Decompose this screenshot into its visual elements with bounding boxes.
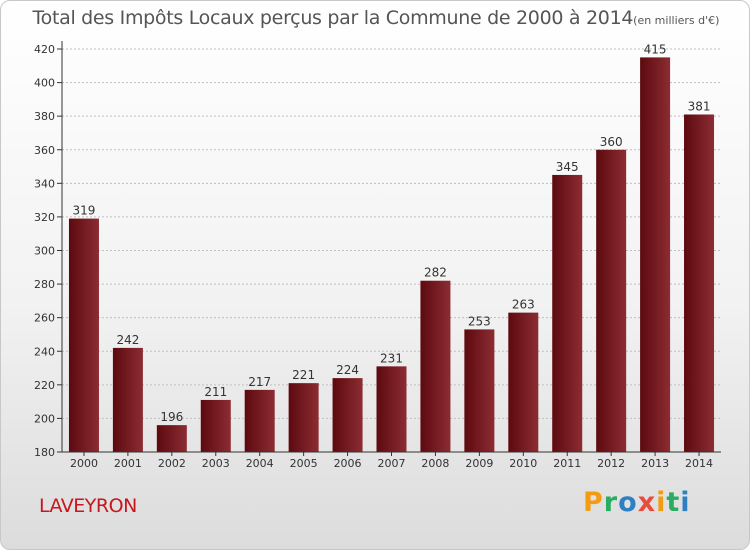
logo-letter: t — [666, 487, 681, 518]
bar — [288, 383, 319, 452]
y-tick-label: 400 — [34, 77, 55, 90]
y-tick-label: 200 — [34, 412, 55, 425]
y-tick-label: 360 — [34, 144, 55, 157]
bar — [640, 57, 671, 452]
chart-title-text: Total des Impôts Locaux perçus par la Co… — [32, 7, 634, 29]
logo-letter: i — [656, 487, 667, 518]
bar — [684, 114, 715, 453]
x-tick-label: 2007 — [378, 457, 406, 470]
proxiti-logo: Proxiti — [583, 487, 691, 518]
logo-letter: o — [618, 487, 638, 518]
bar — [552, 174, 583, 452]
x-tick-label: 2008 — [421, 457, 449, 470]
x-tick-label: 2003 — [202, 457, 230, 470]
bars — [68, 57, 715, 453]
labels: 180 200 220 240 260 280 300 320 340 360 380 400 420 3… — [34, 42, 713, 470]
bar-value-label: 360 — [600, 135, 623, 149]
bar-value-label: 231 — [380, 351, 403, 365]
bar-value-label: 381 — [688, 99, 711, 113]
bar-value-label: 224 — [336, 363, 359, 377]
bar — [68, 218, 99, 452]
x-tick-label: 2004 — [246, 457, 274, 470]
bar-value-label: 221 — [292, 368, 315, 382]
x-tick-label: 2006 — [334, 457, 362, 470]
bar — [376, 366, 407, 452]
bar-value-label: 415 — [644, 42, 667, 56]
bar — [596, 149, 627, 452]
logo-letter: i — [680, 487, 691, 518]
bar — [508, 312, 539, 452]
y-tick-label: 240 — [34, 345, 55, 358]
y-tick-label: 320 — [34, 211, 55, 224]
chart-title: Total des Impôts Locaux perçus par la Co… — [1, 7, 749, 29]
y-tick-label: 280 — [34, 278, 55, 291]
logo-letter: x — [637, 487, 657, 518]
bar-value-label: 282 — [424, 266, 447, 280]
y-tick-label: 260 — [34, 312, 55, 325]
y-tick-label: 180 — [34, 446, 55, 459]
bar-value-label: 196 — [160, 410, 183, 424]
y-tick-label: 420 — [34, 43, 55, 56]
x-tick-label: 2002 — [158, 457, 186, 470]
bar-value-label: 242 — [116, 333, 139, 347]
x-tick-label: 2011 — [553, 457, 581, 470]
x-tick-label: 2001 — [114, 457, 142, 470]
x-tick-label: 2000 — [70, 457, 98, 470]
commune-name: LAVEYRON — [39, 495, 137, 517]
y-tick-label: 220 — [34, 379, 55, 392]
logo-letter: r — [603, 487, 619, 518]
x-tick-label: 2005 — [290, 457, 318, 470]
bar — [420, 280, 451, 452]
x-tick-label: 2010 — [509, 457, 537, 470]
bar — [200, 399, 231, 452]
bar-value-label: 253 — [468, 314, 491, 328]
x-tick-label: 2013 — [641, 457, 669, 470]
x-tick-label: 2014 — [685, 457, 713, 470]
bar-value-label: 217 — [248, 375, 271, 389]
chart-unit-label: (en milliers d'€) — [633, 14, 720, 27]
bar — [244, 389, 275, 452]
y-tick-label: 380 — [34, 110, 55, 123]
bar-value-label: 345 — [556, 160, 579, 174]
bar — [332, 378, 363, 452]
bar-value-label: 319 — [73, 204, 96, 218]
axes — [57, 41, 721, 456]
bar — [156, 425, 187, 452]
logo-letter: P — [583, 487, 604, 518]
bar — [464, 329, 495, 452]
x-tick-label: 2009 — [465, 457, 493, 470]
bar-value-label: 211 — [204, 385, 227, 399]
x-tick-label: 2012 — [597, 457, 625, 470]
bar-value-label: 263 — [512, 298, 535, 312]
bar — [112, 347, 143, 452]
y-tick-label: 340 — [34, 177, 55, 190]
y-tick-label: 300 — [34, 245, 55, 258]
